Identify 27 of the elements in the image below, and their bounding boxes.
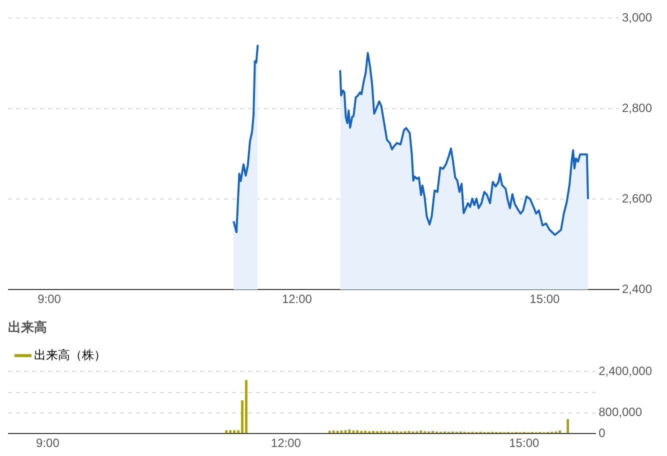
bar bbox=[356, 430, 359, 434]
bar bbox=[233, 430, 236, 434]
bar bbox=[364, 430, 367, 434]
x-tick-label: 15:00 bbox=[509, 436, 540, 450]
y-tick-label: 2,400 bbox=[622, 282, 652, 296]
chart-title: 出来高 bbox=[8, 319, 47, 334]
x-tick-label: 12:00 bbox=[282, 292, 312, 306]
y-tick-label: 2,800 bbox=[622, 100, 652, 115]
bar bbox=[229, 430, 232, 434]
y-tick-label: 2,400,000 bbox=[598, 364, 652, 378]
bar bbox=[245, 380, 248, 434]
x-tick-label: 9:00 bbox=[36, 436, 60, 450]
y-tick-label: 0 bbox=[598, 426, 606, 440]
bar bbox=[225, 430, 228, 434]
bar bbox=[420, 430, 422, 434]
x-tick-label: 12:00 bbox=[270, 436, 302, 450]
bar bbox=[328, 430, 331, 434]
bar bbox=[352, 430, 355, 434]
y-tick-label: 3,000 bbox=[622, 10, 652, 25]
x-tick-label: 9:00 bbox=[38, 292, 62, 306]
bar bbox=[566, 419, 570, 434]
legend-label: 出来高（株） bbox=[34, 348, 106, 362]
bar bbox=[558, 430, 562, 434]
x-tick-label: 15:00 bbox=[530, 292, 560, 306]
y-tick-label: 2,600 bbox=[622, 191, 652, 206]
y-tick-label: 800,000 bbox=[598, 405, 642, 420]
bar bbox=[332, 430, 335, 434]
